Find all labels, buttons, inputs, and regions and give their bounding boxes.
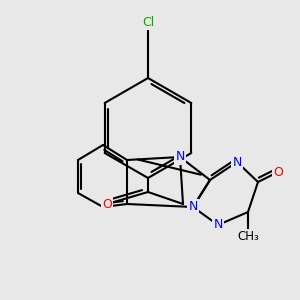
Text: O: O (273, 166, 283, 178)
Text: N: N (232, 155, 242, 169)
Text: N: N (188, 200, 198, 214)
Text: N: N (175, 151, 185, 164)
Text: N: N (188, 200, 198, 214)
Text: N: N (175, 151, 185, 164)
Text: N: N (213, 218, 223, 232)
Text: CH₃: CH₃ (237, 230, 259, 244)
Text: O: O (102, 197, 112, 211)
Text: Cl: Cl (142, 16, 154, 28)
